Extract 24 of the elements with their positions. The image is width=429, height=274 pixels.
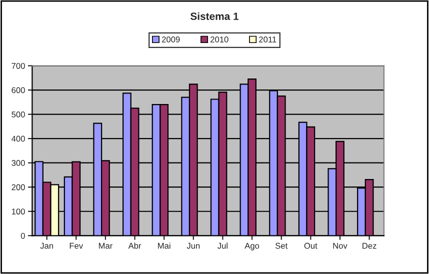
y-tick-label: 300 (12, 160, 25, 166)
y-tick-label: 100 (12, 208, 25, 214)
legend-label: 2010 (210, 36, 228, 42)
y-tick-label: 0 (20, 232, 25, 239)
x-tick-label: Abr (128, 242, 142, 249)
x-tick-label: Jun (186, 242, 200, 249)
y-tick-label: 400 (12, 136, 25, 142)
legend-label: 2009 (162, 36, 180, 42)
x-tick-label: Fev (70, 242, 84, 249)
x-tick-label: Ago (244, 242, 260, 250)
x-tick-label: Mar (98, 242, 112, 249)
x-tick-label: Jan (40, 242, 54, 249)
x-tick-label: Set (275, 242, 288, 249)
chart-title: Sistema 1 (190, 12, 239, 20)
y-tick-label: 500 (12, 112, 25, 118)
y-tick-label: 600 (12, 87, 25, 94)
y-tick-label: 700 (12, 62, 25, 69)
x-tick-label: Dez (362, 242, 376, 249)
y-tick-label: 200 (12, 184, 25, 190)
x-tick-label: Mai (158, 242, 170, 249)
x-tick-label: Jul (218, 242, 228, 249)
x-tick-label: Nov (333, 242, 348, 249)
x-tick-label: Out (304, 242, 318, 249)
legend-label: 2011 (259, 36, 276, 42)
